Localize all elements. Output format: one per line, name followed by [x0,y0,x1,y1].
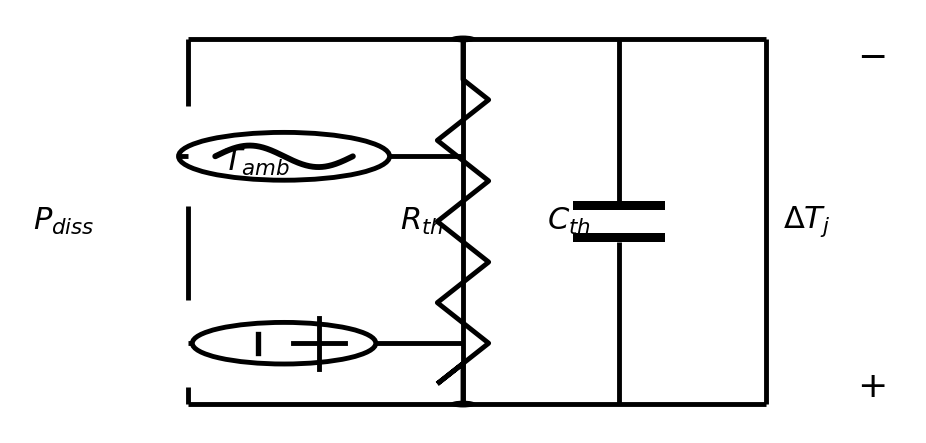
Ellipse shape [451,401,475,407]
Bar [573,201,665,210]
Bar [573,233,665,242]
Ellipse shape [451,36,475,42]
Text: $+$: $+$ [857,369,885,404]
Text: $\Delta T_j$: $\Delta T_j$ [783,204,831,239]
Text: $T_{amb}$: $T_{amb}$ [223,147,290,179]
Text: $-$: $-$ [857,39,885,74]
Text: $P_{diss}$: $P_{diss}$ [33,206,94,237]
Text: $R_{th}$: $R_{th}$ [400,206,444,237]
Text: $C_{th}$: $C_{th}$ [546,206,591,237]
